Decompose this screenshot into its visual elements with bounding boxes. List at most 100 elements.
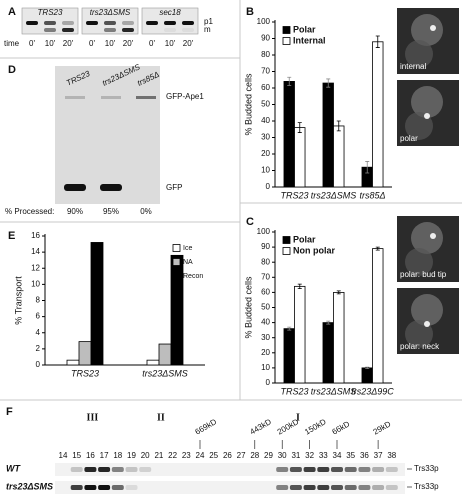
band — [146, 21, 158, 25]
band — [64, 184, 86, 191]
error-bar — [326, 78, 331, 88]
fraction-label: 31 — [291, 451, 300, 460]
time-label: 10' — [105, 39, 116, 48]
legend-label: Ice — [183, 245, 192, 252]
error-bar — [365, 161, 370, 174]
signal — [424, 113, 430, 119]
band — [385, 485, 398, 490]
band — [276, 467, 289, 472]
processed-value: 0% — [140, 207, 152, 216]
bar — [146, 359, 160, 366]
bar — [78, 341, 92, 366]
fraction-label: 36 — [360, 451, 369, 460]
y-tick-label: 30 — [261, 133, 270, 142]
size-marker: 669kD — [194, 417, 219, 436]
band — [317, 485, 330, 490]
time-label: 0' — [29, 39, 35, 48]
band — [122, 21, 134, 25]
fraction-label: 38 — [387, 451, 396, 460]
legend-swatch — [282, 26, 291, 34]
band — [70, 467, 83, 472]
fraction-label: 18 — [113, 451, 122, 460]
y-tick-label: 70 — [261, 67, 270, 76]
legend-label: Recon — [183, 273, 203, 280]
error-bar — [326, 320, 331, 325]
panel-label: C — [246, 216, 254, 228]
band — [317, 467, 330, 472]
y-axis-label: % Budded cells — [243, 276, 253, 339]
band — [84, 485, 97, 490]
y-tick-label: 2 — [36, 344, 41, 353]
band — [98, 485, 111, 490]
cell — [411, 14, 443, 46]
y-tick-label: 10 — [31, 279, 40, 288]
y-tick-label: 10 — [261, 363, 270, 372]
bar — [283, 328, 295, 384]
legend-label: Polar — [293, 24, 316, 34]
fraction-label: 29 — [264, 451, 273, 460]
blot — [55, 481, 405, 494]
fraction-label: 26 — [223, 451, 232, 460]
strain-label: trs23ΔSMS — [90, 8, 131, 17]
fraction-label: 35 — [346, 451, 355, 460]
band — [111, 467, 124, 472]
band — [164, 21, 176, 25]
legend-label: Polar — [293, 234, 316, 244]
y-tick-label: 80 — [261, 50, 270, 59]
band — [70, 485, 83, 490]
band — [44, 28, 56, 32]
x-tick-label: trs23ΔSMS — [142, 368, 188, 378]
band-label: p1 — [204, 17, 213, 26]
cell — [405, 112, 433, 140]
band — [331, 467, 343, 472]
fraction-label: 27 — [237, 451, 246, 460]
fraction-label: 34 — [333, 451, 342, 460]
band — [136, 96, 156, 99]
y-axis-label: % Budded cells — [243, 73, 253, 136]
bar — [283, 81, 295, 188]
band — [44, 21, 56, 25]
processed-value: 90% — [67, 207, 83, 216]
y-tick-label: 40 — [261, 116, 270, 125]
x-tick-label: trs23ΔSMS — [311, 386, 357, 396]
band — [358, 485, 371, 490]
strain-label: trs23ΔSMS — [6, 481, 53, 491]
fraction-label: 14 — [59, 451, 68, 460]
y-tick-label: 80 — [261, 257, 270, 266]
band — [331, 485, 343, 490]
band — [385, 467, 398, 472]
cell — [405, 320, 433, 348]
y-tick-label: 4 — [36, 328, 41, 337]
x-tick-label: TRS23 — [280, 386, 308, 396]
bar — [322, 82, 334, 188]
y-tick-label: 20 — [261, 149, 270, 158]
band — [182, 21, 194, 25]
bar — [294, 127, 306, 188]
y-tick-label: 90 — [261, 242, 270, 251]
cell — [411, 294, 443, 326]
band — [182, 28, 194, 32]
fraction-label: 22 — [168, 451, 177, 460]
panel-label: A — [8, 6, 16, 18]
y-axis-label: % Transport — [13, 276, 23, 325]
time-label: 10' — [45, 39, 56, 48]
band — [289, 467, 302, 472]
band — [139, 467, 152, 472]
micrograph-label: polar: bud tip — [400, 270, 447, 279]
band — [111, 485, 124, 490]
processed-title: % Processed: — [5, 207, 54, 216]
band — [26, 21, 38, 25]
legend-swatch — [282, 236, 291, 244]
band — [344, 467, 357, 472]
band — [289, 485, 302, 490]
error-bar — [375, 35, 380, 48]
cell — [405, 248, 433, 276]
band — [372, 485, 385, 490]
fraction-label: 25 — [209, 451, 218, 460]
error-bar — [287, 326, 292, 331]
x-tick-label: trs23Δ99C — [351, 386, 394, 396]
time-label: 20' — [63, 39, 74, 48]
fraction-label: 28 — [250, 451, 259, 460]
size-marker: 29kD — [372, 419, 393, 436]
